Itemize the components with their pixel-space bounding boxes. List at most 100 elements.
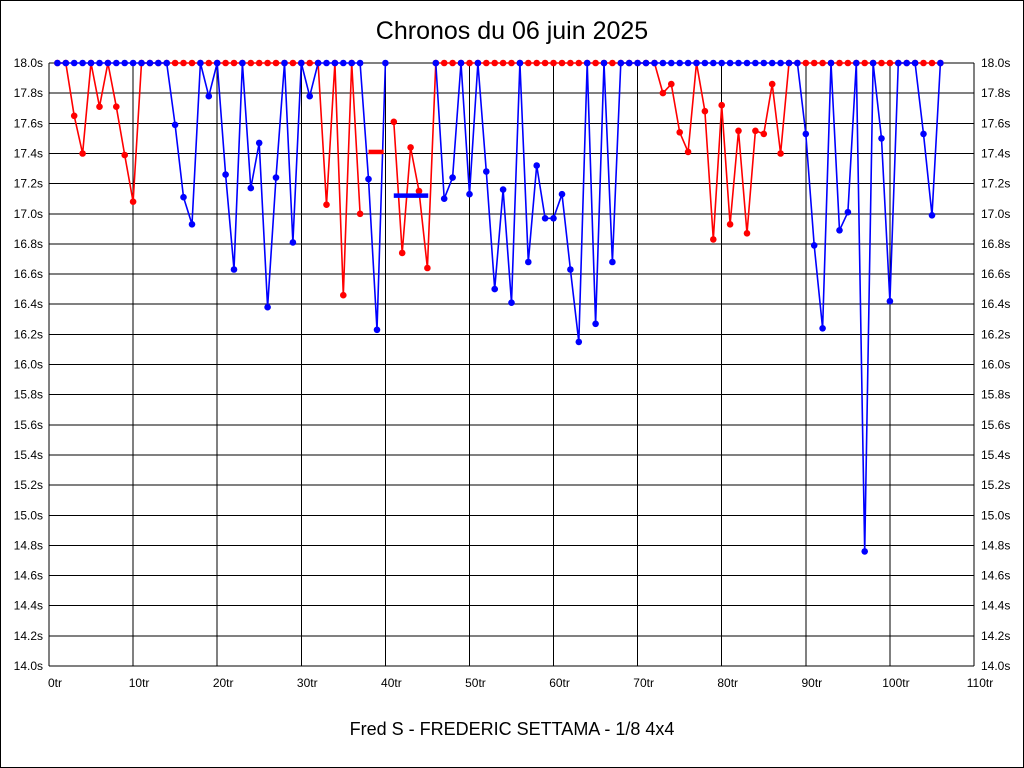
- series-red-point: [466, 59, 473, 67]
- y-tick-label: 18.0s: [981, 56, 1010, 70]
- series-red-point: [592, 59, 599, 67]
- y-tick-label: 14.0s: [981, 659, 1010, 673]
- series-red-point: [928, 59, 936, 67]
- series-red-point: [222, 59, 229, 67]
- y-tick-label: 16.4s: [14, 297, 43, 311]
- series-blue-point: [222, 171, 229, 178]
- series-blue-line: [435, 62, 942, 552]
- y-tick-label: 17.8s: [14, 86, 43, 100]
- series-red-point: [533, 59, 540, 67]
- series-red-point: [810, 59, 818, 67]
- y-tick-label: 15.8s: [14, 388, 43, 402]
- series-blue-point: [323, 59, 330, 67]
- series-blue-point: [356, 59, 364, 67]
- series-blue-point: [937, 59, 944, 67]
- series-red: [54, 59, 944, 299]
- y-tick-label: 16.8s: [981, 237, 1010, 251]
- y-tick-label: 14.4s: [981, 599, 1010, 613]
- x-tick-label: 60tr: [549, 676, 570, 690]
- y-tick-label: 14.4s: [14, 599, 43, 613]
- series-blue-point: [920, 130, 927, 138]
- y-tick-label: 15.0s: [14, 508, 43, 522]
- series-red-point: [558, 59, 566, 67]
- series-blue: [54, 59, 944, 555]
- series-blue-point: [188, 221, 196, 228]
- series-red-point: [188, 59, 196, 67]
- series-red-point: [836, 59, 843, 67]
- series-red-point: [129, 198, 137, 205]
- series-blue-point: [911, 59, 919, 67]
- series-blue-point: [659, 59, 667, 67]
- series-blue-point: [768, 59, 776, 67]
- series-red-point: [777, 150, 784, 157]
- y-tick-label: 15.4s: [981, 448, 1010, 462]
- series-blue-point: [693, 59, 700, 67]
- series-blue-point: [701, 59, 709, 67]
- y-tick-label: 15.2s: [14, 478, 43, 492]
- series-red-point: [113, 103, 120, 110]
- series-blue-point: [827, 59, 835, 67]
- series-blue-point: [457, 59, 465, 67]
- series-blue-point: [306, 92, 314, 100]
- series-blue-point: [382, 59, 389, 67]
- series-blue-point: [928, 212, 936, 219]
- series-blue-line: [57, 62, 387, 330]
- series-blue-point: [499, 186, 507, 193]
- chart-title: Chronos du 06 juin 2025: [375, 17, 649, 45]
- series-red-point: [323, 201, 330, 208]
- series-blue-point: [440, 195, 448, 202]
- series-red-point: [710, 236, 717, 243]
- series-blue-point: [466, 190, 473, 198]
- series-red-point: [726, 221, 734, 228]
- series-blue-point: [239, 59, 246, 67]
- series-blue-point: [432, 59, 440, 67]
- series-red-point: [407, 144, 414, 151]
- y-tick-label: 15.2s: [981, 478, 1010, 492]
- series-red-point: [920, 59, 927, 67]
- series-blue-point: [298, 59, 305, 67]
- series-red-point: [676, 129, 683, 136]
- x-tick-label: 80tr: [717, 676, 738, 690]
- x-tick-label: 20tr: [213, 676, 234, 690]
- series-red-point: [70, 112, 78, 120]
- series-blue-point: [121, 59, 128, 67]
- series-blue-point: [718, 59, 725, 67]
- series-blue-point: [230, 266, 238, 273]
- series-red-point: [701, 107, 709, 115]
- y-tick-label: 17.6s: [14, 116, 43, 130]
- y-tick-label: 17.4s: [14, 146, 43, 160]
- series-blue-point: [96, 59, 103, 67]
- series-red-point: [247, 59, 255, 67]
- y-tick-label: 16.0s: [981, 358, 1010, 372]
- series-blue-point: [340, 59, 347, 67]
- series-blue-point: [676, 59, 683, 67]
- series-blue-point: [752, 59, 759, 67]
- series-red-point: [230, 59, 238, 67]
- series-red-point: [878, 59, 885, 67]
- series-red-point: [735, 127, 742, 135]
- series-blue-point: [600, 59, 608, 67]
- series-blue-point: [785, 59, 793, 67]
- series-blue-point: [583, 59, 591, 67]
- series-blue-point: [129, 59, 137, 67]
- x-tick-label: 70tr: [633, 676, 654, 690]
- series-red-point: [525, 59, 532, 67]
- series-blue-point: [197, 59, 204, 67]
- series-red-point: [659, 89, 667, 97]
- series-blue-point: [710, 59, 717, 67]
- series-blue-point: [558, 190, 566, 198]
- series-blue-point: [810, 242, 818, 249]
- series-blue-point: [264, 303, 271, 311]
- series-blue-point: [146, 59, 154, 67]
- series-red-point: [886, 59, 894, 67]
- x-tick-label: 30tr: [297, 676, 318, 690]
- series-red-point: [390, 118, 398, 126]
- y-tick-label: 15.6s: [14, 418, 43, 432]
- series-blue-point: [281, 59, 288, 67]
- series-red-point: [575, 59, 583, 67]
- y-tick-label: 14.2s: [14, 629, 43, 643]
- series-red-point: [255, 59, 263, 67]
- series-blue-point: [314, 59, 322, 67]
- series-red-point: [668, 80, 675, 88]
- series-blue-point: [550, 215, 557, 222]
